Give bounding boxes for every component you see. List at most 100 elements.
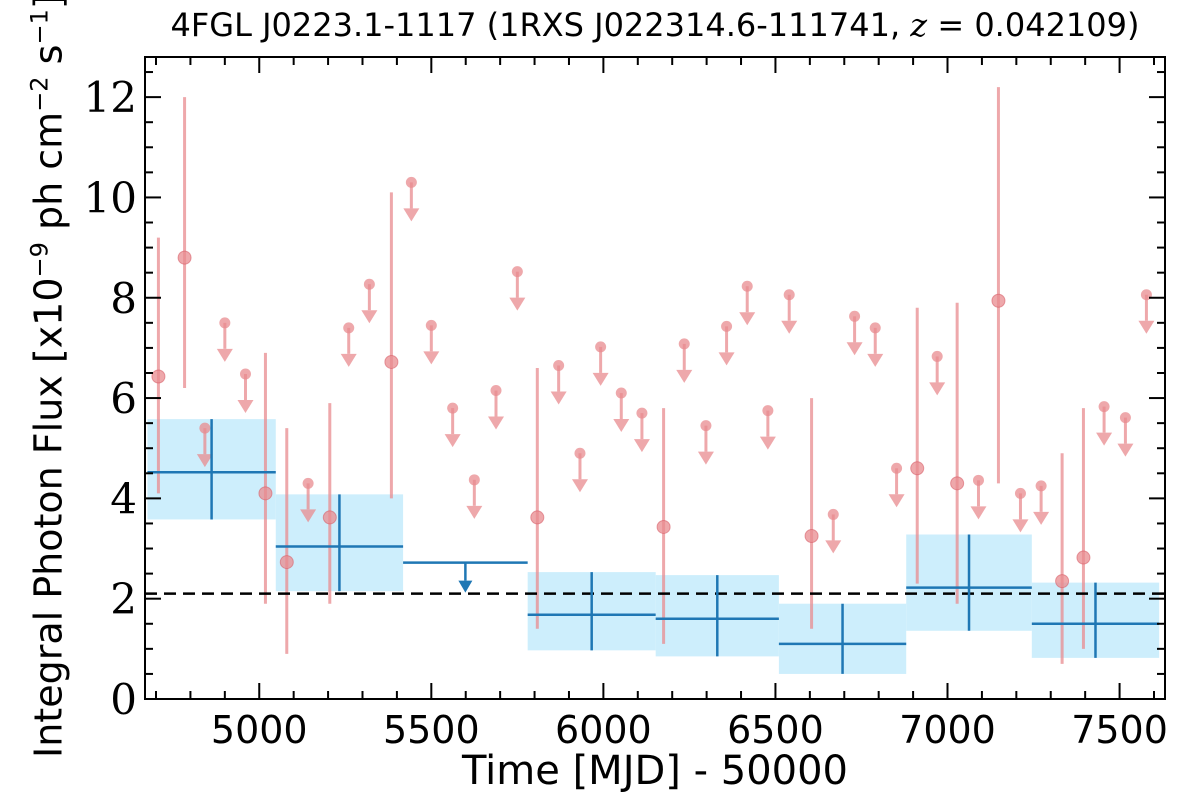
fine-bin-upper-limit-arrow [970,506,987,520]
fine-bin-upper-limit-point [636,407,648,419]
chart-title: 4FGL J0223.1-1117 (1RXS J022314.6-111741… [170,6,1140,44]
fine-bin-upper-limit-point [553,359,565,371]
fine-bin-upper-limit-arrow [676,369,693,383]
fine-bin-upper-limit-arrow [216,348,233,362]
fine-bin-upper-limit-arrow [697,451,714,465]
coarse-bin-points [147,419,1160,674]
x-tick-label: 7500 [1071,708,1168,752]
fine-bin-upper-limit-arrow [571,479,588,493]
fine-bin-upper-limit-arrow [1138,320,1155,334]
fine-bin-upper-limit-point [1119,412,1131,424]
fine-bin-point [530,510,545,525]
fine-bin-upper-limit-arrow [781,320,798,334]
fine-bin-upper-limit-arrow [739,312,756,326]
fine-bin-upper-limit-point [931,350,943,362]
plot-frame [144,56,1166,700]
fine-bin-upper-limit-point [741,280,753,292]
fine-bin-upper-limit-arrow [423,351,440,365]
fine-bin-upper-limit-arrow [1096,432,1113,446]
y-tick-label: 12 [84,73,137,122]
fine-bin-upper-limit-point [678,338,690,350]
fine-bin-upper-limit-arrow [550,391,567,405]
fine-bin-upper-limit-point [1098,401,1110,413]
x-tick-label: 5500 [383,708,480,752]
fine-bin-upper-limit-arrow [633,439,650,453]
fine-bin-point [1076,550,1091,565]
fine-bin-upper-limit-arrow [340,353,357,367]
fine-bin-upper-limit-point [405,176,417,188]
fine-bin-upper-limit-point [1014,487,1026,499]
fine-bin-upper-limit-arrow [613,419,630,433]
fine-bin-upper-limit-point [595,341,607,353]
fine-bin-upper-limit-arrow [718,352,735,366]
fine-bin-point [177,250,192,265]
fine-bin-upper-limit-arrow [846,342,863,356]
fine-bin-upper-limit-point [468,474,480,486]
fine-bin-upper-limit-arrow [300,509,317,523]
fine-bin-upper-limit-point [490,385,502,397]
fine-bin-point [804,528,819,543]
fine-bin-upper-limit-arrow [509,297,526,311]
x-tick-label: 6000 [555,708,652,752]
fine-bin-upper-limit-arrow [1012,519,1029,533]
y-axis-label: Integral Photon Flux [x10−9 ph cm−2 s−1] [25,0,71,758]
fine-bin-point [950,476,965,491]
fine-bin-upper-limit-point [343,322,355,334]
fine-bin-point [322,510,337,525]
fine-bin-point [151,369,166,384]
fine-bin-upper-limit-point [615,387,627,399]
y-tick-label: 2 [110,575,137,624]
fine-bin-upper-limit-arrow [1033,511,1050,525]
fine-bin-point [279,555,294,570]
fine-bin-upper-limit-point [425,319,437,331]
fine-bin-upper-limit-point [869,322,881,334]
fine-bin-upper-limit-point [762,405,774,417]
fine-bin-upper-limit-arrow [444,434,461,448]
axis-ticks [145,57,1165,700]
fine-bin-upper-limit-point [783,289,795,301]
fine-bin-upper-limit-point [1035,480,1047,492]
fine-bin-upper-limit-arrow [888,494,905,508]
y-tick-label: 6 [110,374,137,423]
fine-bin-point [1055,574,1070,589]
fine-bin-upper-limit-point [363,278,375,290]
fine-bin-upper-limit-point [199,422,211,434]
fine-bin-upper-limit-point [447,402,459,414]
fine-bin-upper-limit-point [219,317,231,329]
fine-bin-upper-limit-point [302,477,314,489]
fine-bin-upper-limit-point [827,508,839,520]
x-tick-label: 6500 [727,708,824,752]
fine-bin-upper-limit-point [700,420,712,432]
fine-bin-upper-limit-arrow [237,399,254,413]
fine-bin-upper-limit-arrow [361,310,378,324]
fine-bin-points [151,87,1155,664]
y-tick-label: 10 [84,173,137,222]
fine-bin-upper-limit-point [574,447,586,459]
fine-bin-point [910,461,925,476]
fine-bin-point [258,486,273,501]
fine-bin-upper-limit-arrow [867,353,884,367]
fine-bin-point [656,519,671,534]
coarse-bin-upper-limit-arrow [458,580,473,593]
fine-bin-upper-limit-point [239,368,251,380]
fine-bin-point [991,293,1006,308]
x-axis-label: Time [MJD] - 50000 [461,748,849,794]
y-tick-label: 8 [110,274,137,323]
fine-bin-upper-limit-arrow [196,454,213,468]
x-tick-label: 7000 [899,708,996,752]
fine-bin-upper-limit-point [511,266,523,278]
tick-labels: 5000 5500 6000 6500 7000 7500 0 2 4 6 8 10 12 [84,73,1168,752]
fine-bin-upper-limit-arrow [592,372,609,386]
fine-bin-upper-limit-arrow [488,416,505,430]
x-tick-label: 5000 [211,708,308,752]
fine-bin-upper-limit-arrow [759,436,776,450]
y-tick-label: 0 [110,675,137,724]
fine-bin-upper-limit-point [721,320,733,332]
fine-bin-upper-limit-point [972,474,984,486]
y-tick-label: 4 [110,474,137,523]
fine-bin-upper-limit-point [891,462,903,474]
fine-bin-upper-limit-arrow [1117,443,1134,457]
fine-bin-upper-limit-arrow [929,382,946,396]
fine-bin-point [384,354,399,369]
